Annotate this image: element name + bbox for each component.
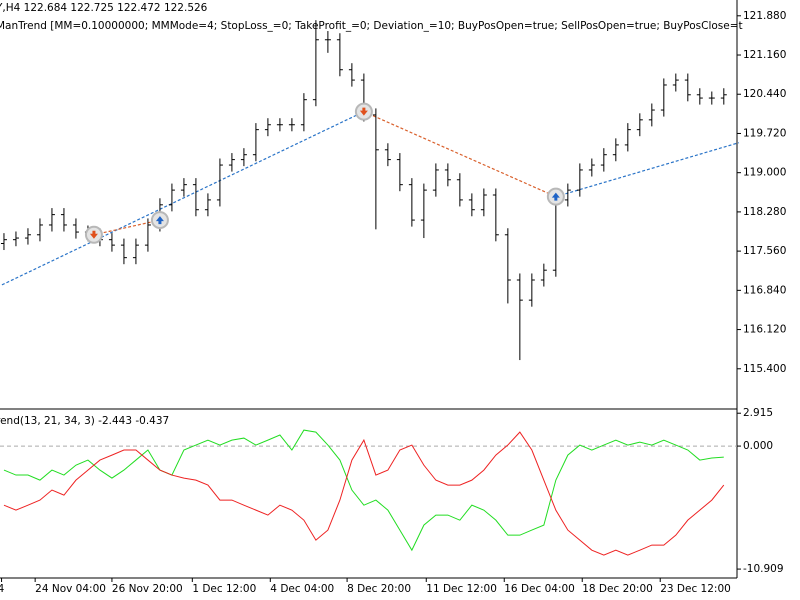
x-tick-label: 26 Nov 20:00 (112, 583, 183, 595)
y-tick-label: 116.840 (743, 284, 786, 296)
y-tick-label: 115.400 (743, 363, 786, 375)
x-tick-label: 4 Dec 04:00 (270, 583, 334, 595)
signal-arrow (551, 192, 560, 201)
x-tick-label: 23 Dec 12:00 (660, 583, 731, 595)
y-tick-label: 120.440 (743, 88, 786, 100)
x-tick-label: 18 Dec 20:00 (582, 583, 653, 595)
y-tick-label: 116.120 (743, 324, 786, 336)
y-tick-label: 117.560 (743, 245, 786, 257)
y-tick-label: 118.280 (743, 206, 786, 218)
x-tick-label: 16 Dec 04:00 (504, 583, 575, 595)
y-tick-label: 119.720 (743, 127, 786, 139)
trend-line (555, 142, 739, 198)
y-tick-label: 121.160 (743, 49, 786, 61)
trend-line (93, 219, 161, 236)
y-tick-label: 119.000 (743, 167, 786, 179)
trend-line (1, 111, 365, 286)
x-tick-label: 1 Dec 12:00 (192, 583, 256, 595)
indicator-line (3, 431, 725, 556)
indicator-label: rend(13, 21, 34, 3) -2.443 -0.437 (0, 415, 169, 427)
indicator-line (3, 429, 724, 552)
y-tick-label: 2.915 (743, 407, 773, 419)
signal-arrow (359, 107, 368, 116)
y-tick-label: 0.000 (743, 440, 773, 452)
x-tick-label: 11 Dec 12:00 (426, 583, 497, 595)
signal-arrow (155, 216, 164, 225)
y-tick-label: -10.909 (743, 563, 784, 575)
x-tick-label: 24 Nov 04:00 (35, 583, 106, 595)
x-tick-label: 8 Dec 20:00 (347, 583, 411, 595)
chart-title: Y,H4 122.684 122.725 122.472 122.526 (0, 2, 208, 14)
y-tick-label: 121.880 (743, 10, 786, 22)
signal-arrow (89, 230, 98, 239)
expert-label: ManTrend [MM=0.10000000; MMMode=4; StopL… (0, 20, 743, 32)
x-tick-label: 2014 (0, 583, 5, 595)
